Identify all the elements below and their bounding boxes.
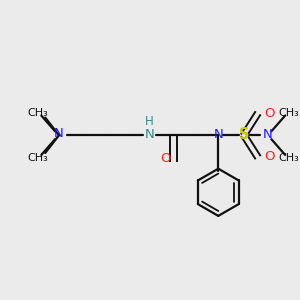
Text: N: N	[145, 128, 154, 141]
Text: N: N	[213, 128, 223, 141]
Text: O: O	[160, 152, 170, 165]
Text: O: O	[265, 150, 275, 164]
Text: CH₃: CH₃	[27, 153, 48, 163]
Text: H: H	[145, 116, 154, 128]
Text: CH₃: CH₃	[27, 108, 48, 118]
Text: S: S	[238, 127, 249, 142]
Text: N: N	[54, 127, 64, 140]
Text: N: N	[262, 128, 272, 141]
Text: CH₃: CH₃	[279, 108, 299, 118]
Text: CH₃: CH₃	[279, 153, 299, 163]
Text: O: O	[265, 107, 275, 120]
